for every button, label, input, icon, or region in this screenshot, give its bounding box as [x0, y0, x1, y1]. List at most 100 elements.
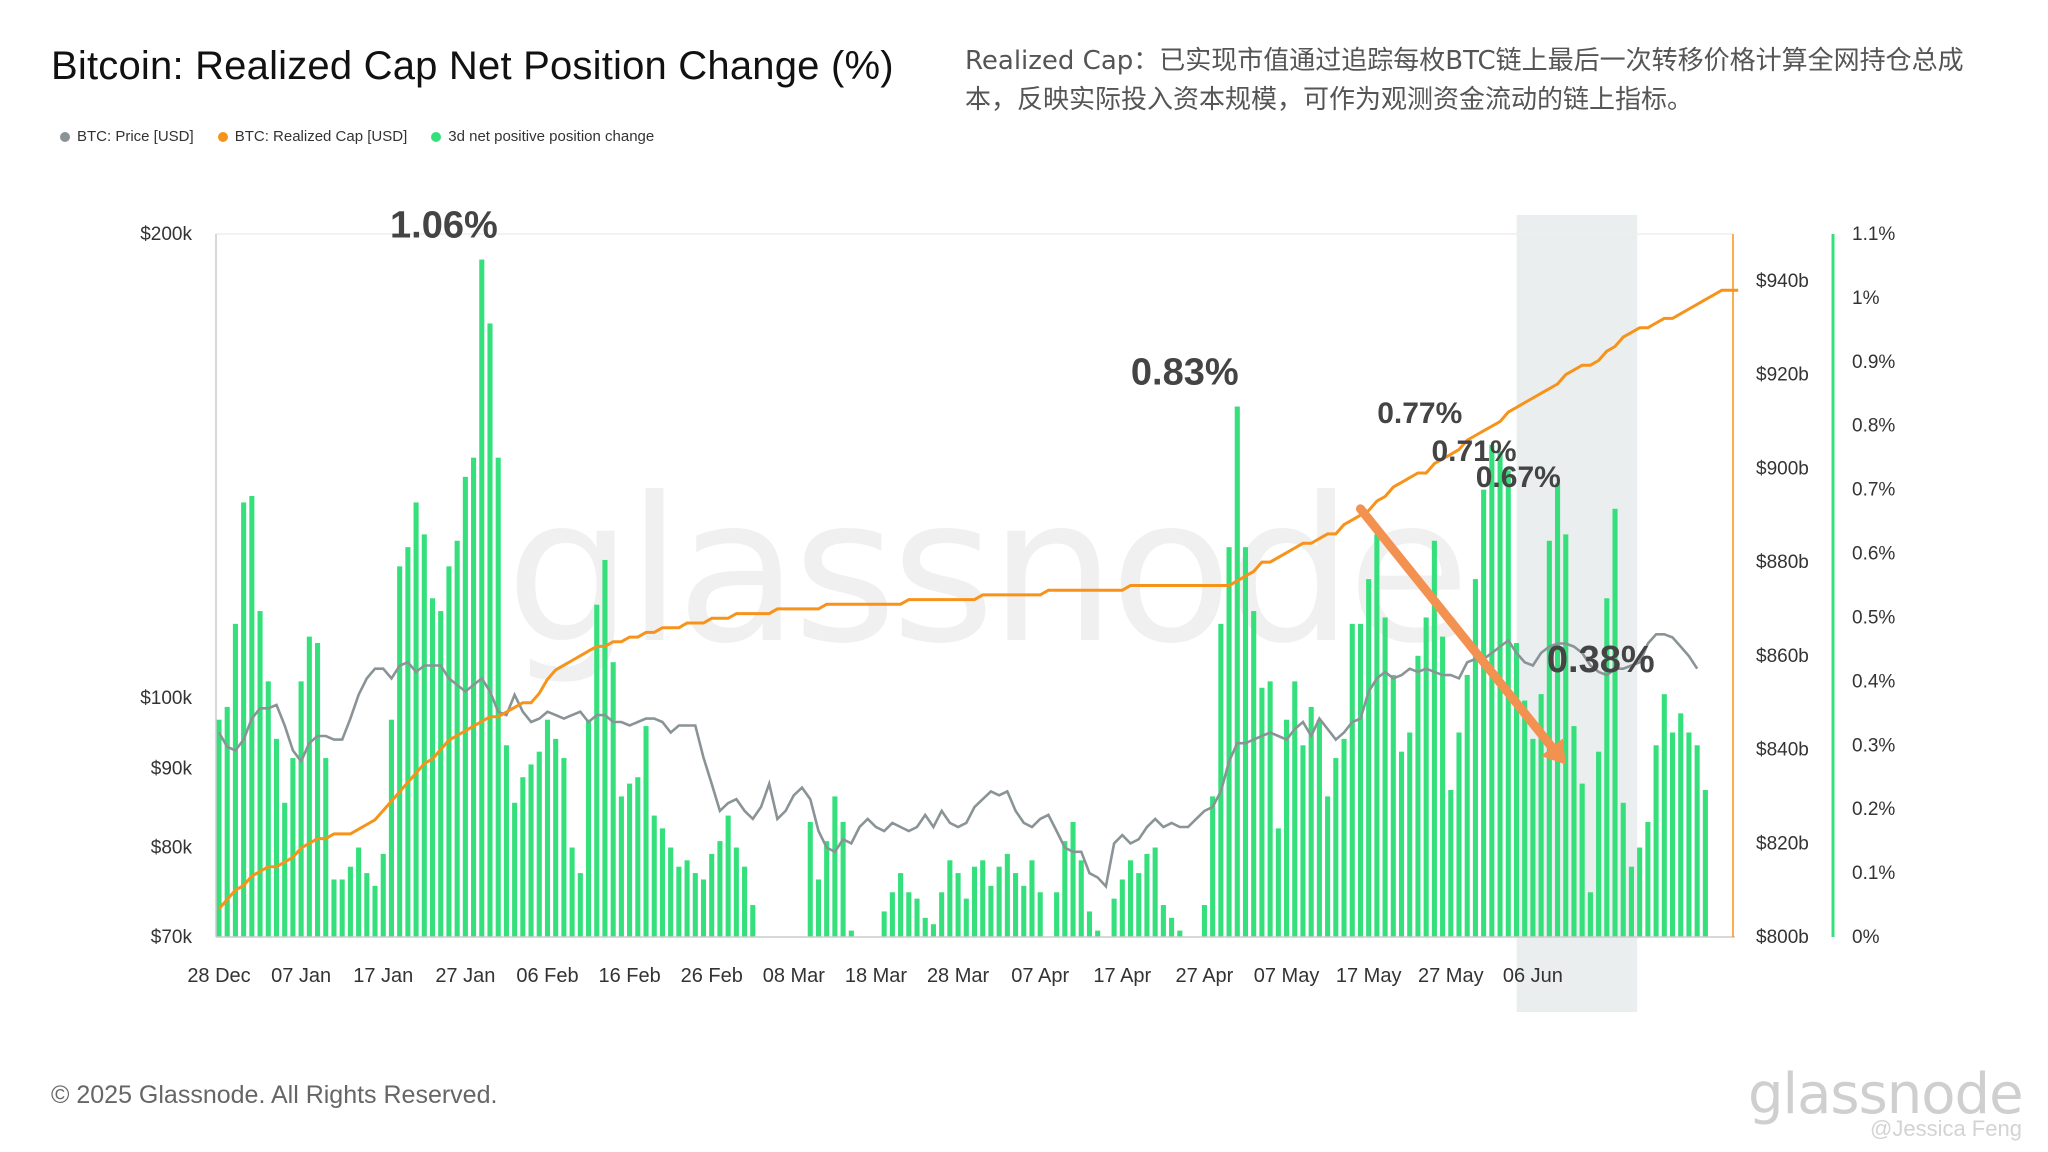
bar [1029, 860, 1035, 937]
bar [471, 457, 477, 937]
bar [413, 502, 419, 937]
bar [339, 879, 345, 937]
y-right-tick-label: 0.4% [1852, 671, 1895, 692]
bar [1349, 623, 1355, 937]
bar [1423, 617, 1429, 937]
annotation-label: 0.83% [1131, 352, 1239, 394]
y-right-tick-label: 0.6% [1852, 544, 1895, 565]
bar [930, 924, 936, 937]
bar [1661, 694, 1667, 937]
bar [1374, 534, 1380, 937]
bar [421, 534, 427, 937]
bar [479, 259, 485, 938]
legend-label-position-change: 3d net positive position change [448, 128, 655, 145]
bar [1456, 732, 1462, 937]
bar [1382, 617, 1388, 937]
legend-item-position-change[interactable]: 3d net positive position change [431, 128, 654, 145]
x-tick-label: 07 May [1254, 965, 1320, 987]
bar [257, 611, 263, 937]
bar [955, 873, 961, 937]
chart-title: Bitcoin: Realized Cap Net Position Chang… [51, 44, 894, 88]
bar [1472, 579, 1478, 937]
bar [1407, 732, 1413, 937]
bar [906, 892, 912, 937]
x-tick-label: 18 Mar [845, 965, 908, 987]
y-left-tick-label: $70k [151, 927, 193, 948]
bar [1555, 483, 1561, 937]
glassnode-watermark: glassnode [506, 455, 1465, 688]
bar [282, 802, 288, 937]
y-right-tick-label: 0.8% [1852, 416, 1895, 437]
trend-arrow-shaft [1355, 504, 1557, 752]
y-mid-tick-label: $900b [1756, 458, 1809, 479]
bar [824, 841, 830, 937]
bar [1333, 758, 1339, 937]
y-left-tick-label: $80k [151, 838, 193, 859]
bar [1489, 444, 1495, 937]
bar [635, 777, 641, 937]
bar [1070, 821, 1076, 937]
bar [1325, 796, 1331, 937]
bar [438, 611, 444, 937]
bar [553, 738, 559, 937]
bar [1095, 930, 1101, 937]
bar [1341, 738, 1347, 937]
bar [898, 873, 904, 937]
bar [388, 719, 394, 937]
bar [536, 751, 542, 937]
bar [503, 745, 509, 937]
legend-item-price[interactable]: BTC: Price [USD] [60, 128, 194, 145]
bar [232, 623, 238, 937]
bar [512, 802, 518, 937]
bar [815, 879, 822, 937]
bar [1267, 681, 1273, 937]
copyright: © 2025 Glassnode. All Rights Reserved. [51, 1081, 498, 1109]
x-tick-label: 28 Mar [927, 965, 990, 987]
bar [717, 841, 723, 937]
bar [733, 847, 739, 937]
bar-series [216, 259, 1708, 938]
bar [1013, 873, 1019, 937]
y-right-tick-label: 0.1% [1852, 863, 1895, 884]
bar [1259, 687, 1265, 937]
bar [980, 860, 986, 937]
bar [1464, 674, 1470, 937]
bar [1481, 489, 1487, 937]
bar [569, 847, 575, 937]
bar [1292, 681, 1298, 937]
y-left-tick-label: $100k [140, 688, 192, 709]
y-right-tick-label: 1% [1852, 288, 1880, 309]
bar [1284, 719, 1290, 937]
bar [265, 681, 271, 937]
y-right-tick-label: 0.7% [1852, 480, 1895, 501]
y-right-tick-label: 0.3% [1852, 735, 1895, 756]
bar [1316, 719, 1322, 937]
bar [889, 892, 895, 937]
bar [709, 853, 715, 937]
legend-item-realized-cap[interactable]: BTC: Realized Cap [USD] [217, 128, 407, 145]
bar [1431, 540, 1437, 937]
x-tick-label: 06 Jun [1503, 965, 1563, 987]
x-tick-label: 08 Mar [763, 965, 826, 987]
x-tick-label: 28 Dec [187, 965, 250, 987]
bar [922, 917, 928, 937]
bar [939, 892, 945, 937]
annotation-label: 0.77% [1377, 397, 1462, 430]
bar [1415, 655, 1421, 937]
bar [1210, 796, 1216, 937]
bar [561, 758, 567, 937]
bar [1390, 674, 1396, 937]
bar [988, 885, 994, 937]
bar [602, 559, 608, 937]
bar [1522, 700, 1528, 937]
bar [372, 885, 378, 937]
bar [273, 738, 280, 937]
bar [659, 828, 665, 937]
bar [454, 540, 460, 937]
x-tick-label: 06 Feb [516, 965, 578, 987]
bar [216, 719, 222, 937]
bar [1127, 860, 1134, 937]
y-mid-tick-label: $920b [1756, 365, 1809, 386]
legend-swatch-position-change [431, 131, 442, 142]
